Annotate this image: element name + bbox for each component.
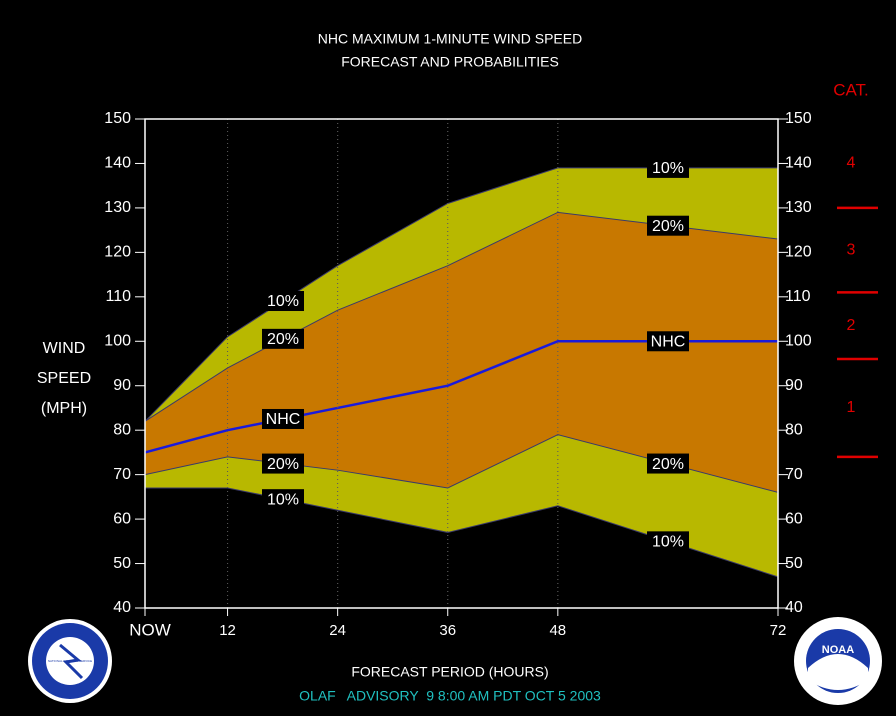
x-tick-label: NOW (129, 620, 171, 639)
y2-tick-label: 70 (785, 466, 803, 483)
y-tick-label: 110 (105, 288, 131, 305)
series-label-bg (262, 408, 304, 429)
category-label: 1 (847, 399, 856, 416)
x-tick-label: 48 (549, 622, 566, 639)
y-tick-label: 50 (113, 555, 131, 572)
band-edge (145, 487, 779, 578)
noaa-logo: NOAA (794, 617, 882, 705)
y-tick-label: 130 (104, 199, 131, 216)
series-label: 10% (652, 534, 684, 551)
footer: OLAF ADVISORY 9 8:00 AM PDT OCT 5 2003 (299, 688, 601, 704)
series-label: 10% (267, 293, 299, 310)
nws-logo: NATIONAL WEATHER SERVICE (28, 619, 112, 703)
series-label-bg (262, 328, 304, 349)
logo-bolt (59, 643, 84, 680)
logo-text: NOAA (822, 644, 854, 656)
y-tick-label: 60 (113, 510, 131, 527)
series-label: NHC (266, 411, 301, 428)
y2-tick-label: 100 (785, 332, 812, 349)
series-label: 20% (267, 456, 299, 473)
y-axis-label: (MPH) (41, 400, 87, 417)
category-label: 3 (847, 241, 856, 258)
y-tick-label: 100 (104, 332, 131, 349)
x-tick-label: 72 (770, 622, 787, 639)
category-label: 2 (847, 317, 856, 334)
series-label: 20% (652, 218, 684, 235)
band-edge (144, 211, 779, 422)
y2-tick-label: 120 (785, 244, 812, 261)
series-label-bg (647, 331, 689, 352)
series-label-bg (647, 453, 689, 474)
y2-tick-label: 130 (785, 199, 812, 216)
logo-text: NATIONAL WEATHER SERVICE (48, 659, 92, 663)
y2-tick-label: 80 (785, 421, 803, 438)
y2-tick-label: 90 (785, 377, 803, 394)
y-tick-label: 140 (104, 155, 131, 172)
series-label-bg (647, 531, 689, 552)
band-edge (144, 434, 779, 493)
y-tick-label: 40 (113, 599, 131, 616)
series-label: 10% (267, 491, 299, 508)
x-tick-label: 36 (439, 622, 456, 639)
series-label-bg (262, 291, 304, 312)
x-tick-label: 24 (329, 622, 346, 639)
chart-title: NHC MAXIMUM 1-MINUTE WIND SPEED (318, 31, 582, 47)
category-title: CAT. (833, 80, 869, 99)
y2-tick-label: 150 (785, 110, 812, 127)
y2-tick-label: 110 (785, 288, 811, 305)
y2-tick-label: 60 (785, 510, 803, 527)
series-label: 20% (652, 456, 684, 473)
y-tick-label: 90 (113, 377, 131, 394)
y-tick-label: 80 (113, 421, 131, 438)
logo-bird (808, 654, 868, 690)
x-tick-label: 12 (219, 622, 236, 639)
y2-tick-label: 50 (785, 555, 803, 572)
x-axis-label: FORECAST PERIOD (HOURS) (351, 664, 548, 680)
series-label-bg (262, 489, 304, 510)
plot-frame (144, 118, 779, 609)
series-label-bg (647, 157, 689, 178)
series-label-bg (647, 215, 689, 236)
chart-subtitle: FORECAST AND PROBABILITIES (341, 54, 559, 70)
y-tick-label: 120 (104, 244, 131, 261)
y2-tick-label: 40 (785, 599, 803, 616)
y-tick-label: 70 (113, 466, 131, 483)
category-label: 4 (847, 155, 856, 172)
series-label: 10% (652, 160, 684, 177)
y-axis-label: WIND (43, 340, 86, 357)
series-label-bg (262, 453, 304, 474)
series-label: NHC (651, 333, 686, 350)
y-axis-label: SPEED (37, 370, 91, 387)
y2-tick-label: 140 (785, 155, 812, 172)
forecast-line (144, 340, 778, 454)
series-label: 20% (267, 331, 299, 348)
band-edge (144, 167, 778, 422)
y-tick-label: 150 (104, 110, 131, 127)
